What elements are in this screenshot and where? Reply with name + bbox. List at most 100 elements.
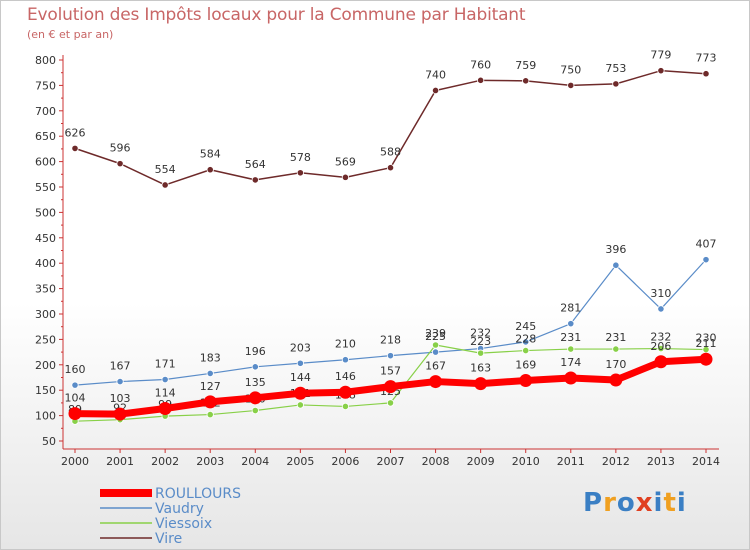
data-label-viessoix: 232 <box>650 331 671 344</box>
data-label-vire: 596 <box>110 142 131 155</box>
data-point-vire <box>567 81 575 90</box>
y-tick-label: 100 <box>35 410 56 423</box>
data-label-roullours: 144 <box>290 371 311 384</box>
data-label-roullours: 157 <box>380 365 401 378</box>
data-point-vire <box>522 77 530 85</box>
data-label-vire: 760 <box>470 58 491 71</box>
data-point-roullours <box>384 380 397 394</box>
y-tick-label: 450 <box>35 232 56 245</box>
data-point-roullours <box>203 395 217 409</box>
data-point-vire <box>161 181 169 189</box>
data-label-roullours: 104 <box>65 392 86 405</box>
data-point-viessoix <box>657 344 665 353</box>
data-label-roullours: 114 <box>155 386 176 399</box>
data-point-vire <box>431 86 440 95</box>
data-label-vaudry: 210 <box>335 338 356 351</box>
data-point-vire <box>702 70 710 78</box>
data-label-roullours: 135 <box>245 376 266 389</box>
x-tick-label: 2014 <box>692 455 720 468</box>
legend-label: Vire <box>155 531 182 547</box>
x-tick-label: 2004 <box>241 455 269 468</box>
data-point-roullours <box>429 375 443 389</box>
y-tick-label: 600 <box>35 156 56 169</box>
x-tick-label: 2001 <box>106 455 134 468</box>
data-point-vaudry <box>116 377 124 386</box>
data-point-vire <box>251 176 259 184</box>
data-label-vire: 753 <box>605 62 626 75</box>
logo-letter: x <box>635 488 654 518</box>
x-tick-label: 2011 <box>557 455 585 468</box>
data-point-roullours <box>699 352 713 366</box>
data-point-vaudry <box>251 363 259 371</box>
y-tick-label: 250 <box>35 333 56 346</box>
data-label-vaudry: 203 <box>290 341 311 354</box>
data-point-vaudry <box>657 305 665 313</box>
data-label-vaudry: 225 <box>425 330 446 343</box>
chart-title: Evolution des Impôts locaux pour la Comm… <box>27 5 526 25</box>
y-tick-label: 350 <box>35 283 56 296</box>
y-tick-label: 750 <box>35 79 56 92</box>
data-point-viessoix <box>612 345 620 353</box>
logo-letter: t <box>663 488 677 518</box>
data-point-viessoix <box>341 402 350 411</box>
data-label-vire: 578 <box>290 151 311 164</box>
data-point-roullours <box>519 374 533 388</box>
data-label-vire: 740 <box>425 68 446 81</box>
y-tick-label: 300 <box>35 308 56 321</box>
data-point-vire <box>296 169 304 177</box>
y-tick-label: 200 <box>35 359 56 372</box>
x-tick-label: 2005 <box>286 455 314 468</box>
data-label-vaudry: 281 <box>560 302 581 315</box>
y-tick-label: 550 <box>35 181 56 194</box>
data-label-vire: 569 <box>335 155 356 168</box>
data-point-roullours <box>248 391 262 405</box>
data-point-roullours <box>113 407 127 421</box>
data-point-vaudry <box>431 348 440 356</box>
data-point-vaudry <box>341 356 350 364</box>
logo-letter: i <box>676 488 687 518</box>
data-label-roullours: 127 <box>200 380 221 393</box>
data-label-roullours: 170 <box>605 358 626 371</box>
data-label-roullours: 167 <box>425 360 446 373</box>
x-tick-label: 2003 <box>196 455 224 468</box>
data-point-viessoix <box>477 349 485 357</box>
y-tick-label: 800 <box>35 54 56 67</box>
data-point-vaudry <box>567 320 575 328</box>
data-label-vaudry: 232 <box>470 327 491 340</box>
data-point-viessoix <box>251 406 259 415</box>
data-label-roullours: 211 <box>696 337 717 350</box>
data-point-roullours <box>609 373 623 387</box>
data-point-vire <box>612 80 620 88</box>
data-point-vaudry <box>296 359 304 367</box>
data-point-roullours <box>564 371 578 385</box>
data-point-roullours <box>68 407 82 421</box>
data-label-vaudry: 218 <box>380 334 401 347</box>
data-label-vire: 773 <box>696 52 717 65</box>
data-label-vire: 750 <box>560 63 581 76</box>
data-point-roullours <box>654 355 668 369</box>
data-label-viessoix: 223 <box>470 335 491 348</box>
y-tick-label: 50 <box>42 435 56 448</box>
data-point-vire <box>341 173 350 181</box>
logo-letter: o <box>616 488 636 518</box>
data-label-viessoix: 239 <box>425 327 446 340</box>
data-point-viessoix <box>567 345 575 353</box>
x-tick-label: 2007 <box>377 455 405 468</box>
data-point-viessoix <box>386 399 395 407</box>
data-point-vire <box>206 166 214 174</box>
x-tick-label: 2006 <box>331 455 359 468</box>
proxiti-logo: Proxiti <box>583 488 687 518</box>
data-point-vaudry <box>522 338 530 346</box>
x-tick-label: 2013 <box>647 455 675 468</box>
y-tick-label: 400 <box>35 257 56 270</box>
data-label-viessoix: 230 <box>696 332 717 345</box>
data-point-viessoix <box>206 410 214 419</box>
x-tick-label: 2008 <box>422 455 450 468</box>
data-point-viessoix <box>431 341 440 349</box>
data-label-roullours: 146 <box>335 370 356 383</box>
logo-letter: i <box>653 488 664 518</box>
data-point-roullours <box>338 385 352 399</box>
data-label-vire: 759 <box>515 59 536 72</box>
data-point-vaudry <box>702 256 710 264</box>
